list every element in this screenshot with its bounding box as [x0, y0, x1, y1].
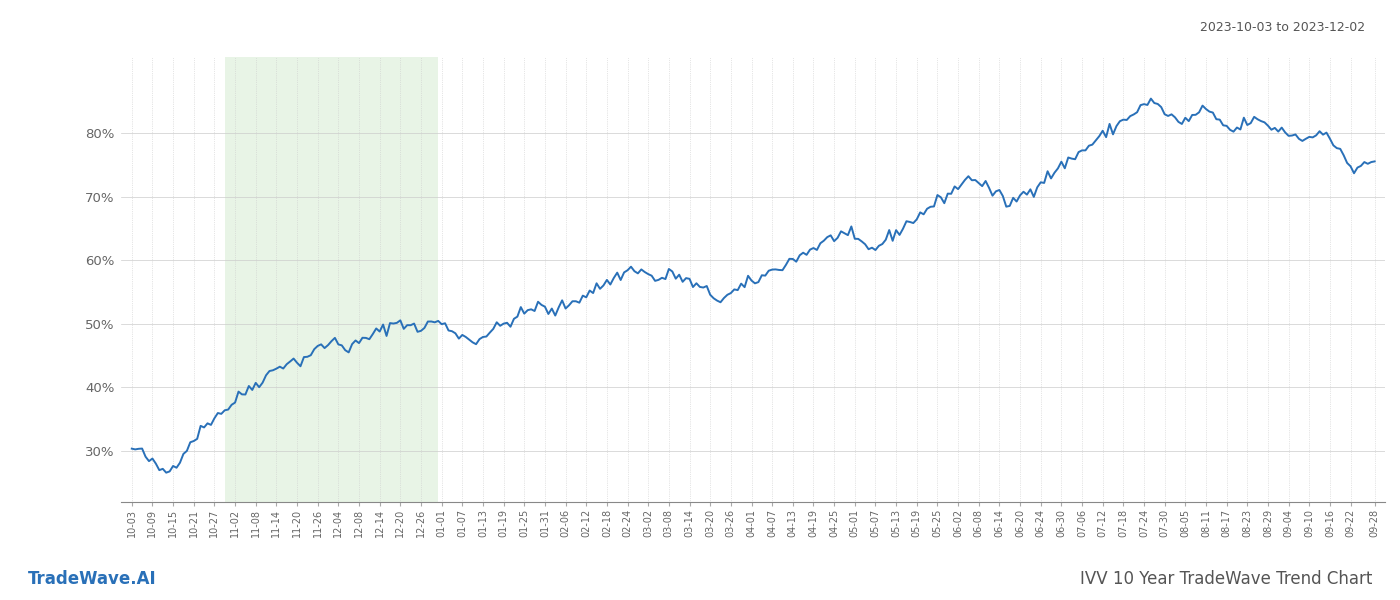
Text: TradeWave.AI: TradeWave.AI — [28, 570, 157, 588]
Bar — [225, 57, 438, 502]
Text: IVV 10 Year TradeWave Trend Chart: IVV 10 Year TradeWave Trend Chart — [1079, 570, 1372, 588]
Text: 2023-10-03 to 2023-12-02: 2023-10-03 to 2023-12-02 — [1200, 21, 1365, 34]
